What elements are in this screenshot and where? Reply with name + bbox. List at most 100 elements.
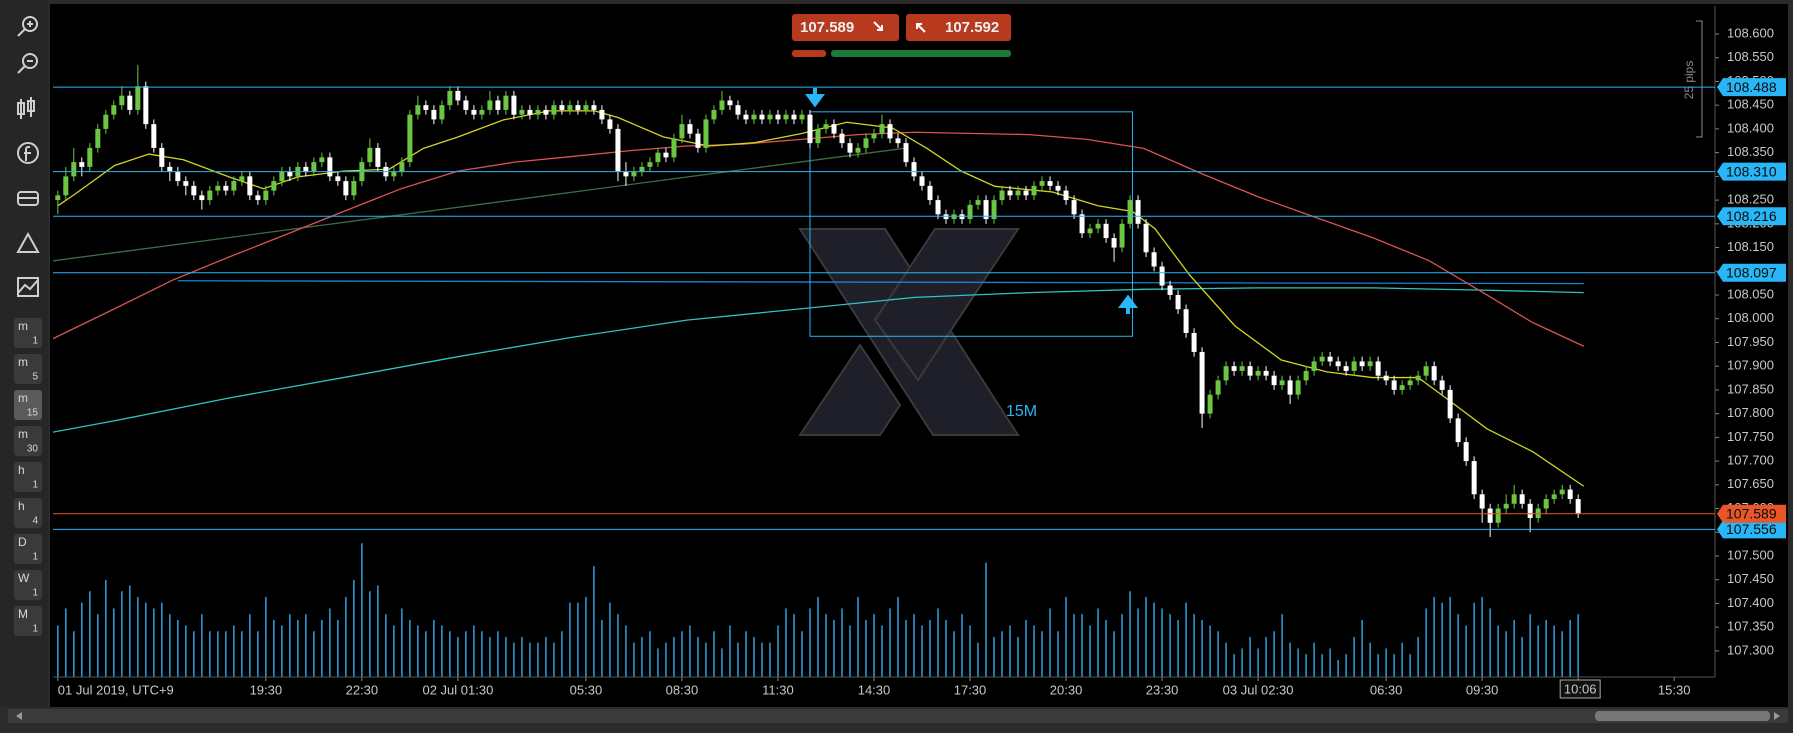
timeframe-button[interactable] (14, 354, 42, 384)
timeframe-button[interactable] (14, 426, 42, 456)
candle-body (887, 124, 893, 139)
candle-body (1247, 366, 1253, 376)
candle-body (279, 171, 285, 182)
candle-body (559, 105, 565, 110)
y-tick-label: 107.800 (1727, 405, 1774, 420)
candle-body (127, 95, 133, 110)
current-price-tag (1717, 504, 1786, 523)
timeframe-unit: m (18, 391, 28, 405)
candle-body (1207, 394, 1213, 414)
chart-type[interactable] (17, 97, 35, 119)
timeframe-button[interactable] (14, 570, 42, 600)
timeframe-button[interactable] (14, 498, 42, 528)
candle-body (1191, 332, 1197, 352)
candle-body (1495, 508, 1501, 523)
level-tag (1717, 520, 1786, 539)
candle-body (327, 157, 333, 177)
candle-body (623, 171, 629, 177)
level-label: 108.216 (1726, 208, 1777, 224)
candle-body (1199, 351, 1205, 414)
ask-price: 107.592 (945, 19, 999, 36)
candle-body (1511, 494, 1517, 504)
buy-button[interactable]: 107.592 (906, 14, 1011, 41)
bid-price: 107.589 (800, 19, 854, 36)
sell-box[interactable] (792, 14, 899, 41)
zoom-in[interactable] (17, 16, 38, 37)
candle-body (551, 105, 557, 115)
timeframe-unit: m (18, 427, 28, 441)
candle-body (207, 190, 213, 201)
candle-body (1287, 380, 1293, 395)
candle-body (631, 171, 637, 177)
candle-body (1071, 200, 1077, 215)
candle-body (375, 147, 381, 167)
candle-body (527, 109, 533, 115)
candle-body (1455, 418, 1461, 443)
candle-body (1183, 309, 1189, 333)
candle-body (1007, 190, 1013, 196)
sell-button[interactable]: 107.589 (792, 14, 899, 41)
plot (53, 64, 1585, 677)
candle-body (1415, 375, 1421, 381)
zoom-out[interactable] (17, 53, 38, 74)
x-tick-label: 17:30 (954, 682, 987, 697)
timeframe-count: 30 (27, 444, 39, 455)
candle-body (735, 105, 741, 115)
y-tick-label: 107.450 (1727, 571, 1774, 586)
candle-body (495, 100, 501, 110)
timeframe-button[interactable] (14, 390, 42, 420)
candle-body (311, 162, 317, 172)
candle-body (687, 124, 693, 134)
candle-body (471, 109, 477, 115)
candle-body (151, 124, 157, 148)
candle-body (519, 109, 525, 115)
candle-body (1399, 385, 1405, 390)
drawing[interactable] (16, 231, 40, 253)
robot[interactable] (17, 191, 39, 206)
candle-body (319, 157, 325, 163)
level-tag (1717, 78, 1786, 97)
candle-body (55, 195, 61, 201)
candle-body (655, 152, 661, 163)
candle-body (1319, 356, 1325, 362)
candle-body (575, 105, 581, 110)
timeframe-button[interactable] (14, 534, 42, 564)
timeframe-button[interactable] (14, 606, 42, 636)
y-tick-label: 107.850 (1727, 381, 1774, 396)
social[interactable] (17, 142, 39, 164)
candle-body (775, 114, 781, 120)
candle-body (791, 114, 797, 120)
candle-body (983, 200, 989, 220)
indicator-line (53, 131, 1585, 347)
candle-body (367, 147, 373, 163)
candle-body (1447, 389, 1453, 419)
candle-body (935, 200, 941, 215)
candle-body (583, 105, 589, 110)
timeframe-unit: D (18, 535, 27, 549)
scrollbar[interactable] (8, 709, 1788, 723)
timeframe-count: 15 (27, 408, 39, 419)
candle-body (167, 166, 173, 172)
candle-body (111, 105, 117, 115)
candle-body (215, 185, 221, 191)
timeframe-button[interactable] (14, 318, 42, 348)
candle-body (1255, 370, 1261, 376)
y-tick-label: 107.400 (1727, 595, 1774, 610)
candle-body (1439, 380, 1445, 390)
candle-body (1087, 228, 1093, 234)
scroll-thumb[interactable] (1595, 711, 1770, 721)
candle-body (407, 114, 413, 163)
timeframe-count: 1 (32, 336, 38, 347)
candle-body (119, 95, 125, 106)
buy-box[interactable] (906, 14, 1011, 41)
candle-body (1343, 366, 1349, 371)
candle-body (1103, 223, 1109, 239)
indicators[interactable] (17, 277, 39, 297)
candle-body (231, 181, 237, 191)
candle-body (1407, 380, 1413, 386)
candle-body (543, 109, 549, 115)
timeframe-button[interactable] (14, 462, 42, 492)
selection-box (809, 111, 1133, 337)
countdown: 10:06 (1564, 681, 1597, 696)
